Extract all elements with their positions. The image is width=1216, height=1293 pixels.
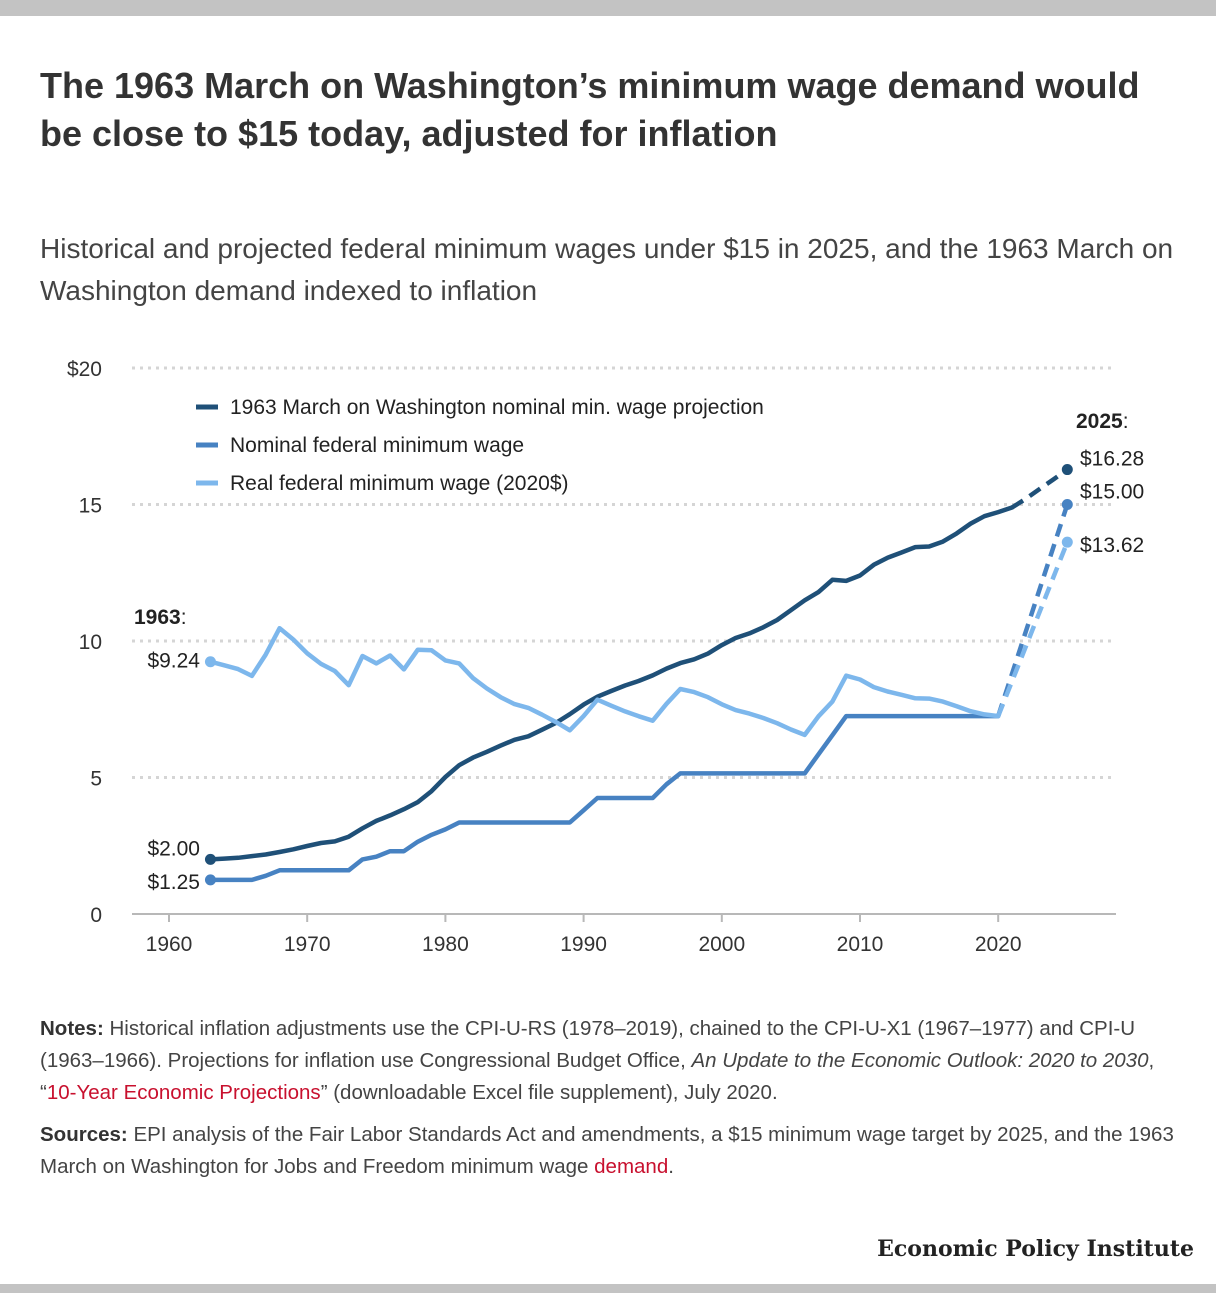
y-axis-ticks: 0 5 10 15 $20: [67, 358, 102, 927]
series-lines: [208, 467, 1070, 883]
y-tick-label: 10: [79, 631, 102, 654]
x-tick-label: 1990: [560, 933, 607, 956]
x-tick-label: 2010: [837, 933, 884, 956]
sources-paragraph: Sources: EPI analysis of the Fair Labor …: [40, 1119, 1180, 1183]
series-endpoints: [204, 464, 1073, 886]
bottom-border: [0, 1284, 1216, 1293]
notes-text-3: ” (downloadable Excel file supplement), …: [320, 1081, 778, 1104]
end-value-label: $15.00: [1080, 481, 1144, 504]
series-line-2: [208, 625, 1001, 738]
notes-block: Notes: Historical inflation adjustments …: [40, 1013, 1180, 1193]
y-tick-label: 0: [90, 904, 102, 927]
x-axis: 1960 1970 1980 1990 2000 2010 2020: [132, 913, 1116, 956]
end-point: [1061, 499, 1073, 510]
x-tick-label: 2000: [698, 933, 745, 956]
series-projection-1: [996, 503, 1070, 717]
start-point: [204, 853, 216, 865]
brand-logo: Economic Policy Institute: [877, 1236, 1194, 1262]
end-point: [1061, 464, 1073, 476]
chart-subtitle: Historical and projected federal minimum…: [40, 233, 1174, 306]
line-chart: 0 5 10 15 $20 1960 1970 1980 1990 2000 2010 2020 1…: [67, 358, 1144, 956]
notes-text-2: , “: [40, 1049, 1155, 1104]
chart-title: The 1963 March on Washington’s minimum w…: [40, 65, 1140, 154]
notes-italic-title: An Update to the Economic Outlook: 2020 …: [691, 1049, 1149, 1072]
legend: 1963 March on Washington nominal min. wa…: [196, 396, 764, 495]
x-tick-label: 1980: [422, 933, 469, 956]
start-value-label: $9.24: [147, 650, 200, 673]
sources-label: Sources:: [40, 1123, 128, 1146]
end-year-label: 2025:: [1076, 410, 1129, 433]
sources-link[interactable]: demand: [594, 1155, 669, 1178]
data-labels: 1963: 2025: $9.24 $2.00 $1.25 $16.28 $15.00 $13…: [134, 410, 1144, 894]
notes-link[interactable]: 10-Year Economic Projections: [46, 1081, 321, 1104]
series-line-1: [208, 713, 1001, 883]
start-value-label: $1.25: [147, 871, 200, 894]
notes-label: Notes:: [40, 1017, 104, 1040]
legend-label: Real federal minimum wage (2020$): [230, 472, 569, 495]
x-tick-label: 1960: [146, 933, 193, 956]
series-projection-2: [996, 541, 1070, 717]
end-value-label: $16.28: [1080, 448, 1144, 471]
top-border: [0, 0, 1216, 16]
legend-label: 1963 March on Washington nominal min. wa…: [230, 396, 764, 419]
series-projection-0: [1010, 467, 1069, 510]
series-line-0: [208, 505, 1015, 862]
end-value-label: $13.62: [1080, 534, 1144, 557]
start-year-label: 1963:: [134, 606, 187, 629]
start-point: [204, 656, 216, 668]
y-tick-label: 5: [90, 768, 102, 791]
start-value-label: $2.00: [147, 837, 200, 860]
y-tick-label: 15: [79, 495, 102, 518]
notes-text: Historical inflation adjustments use the…: [40, 1017, 1136, 1072]
y-tick-label: $20: [67, 358, 102, 381]
legend-label: Nominal federal minimum wage: [230, 434, 524, 457]
sources-end: .: [668, 1155, 674, 1178]
x-tick-label: 2020: [975, 933, 1022, 956]
notes-paragraph: Notes: Historical inflation adjustments …: [40, 1013, 1180, 1109]
end-point: [1061, 536, 1073, 548]
x-tick-label: 1970: [284, 933, 331, 956]
sources-text: EPI analysis of the Fair Labor Standards…: [40, 1123, 1174, 1178]
start-point: [204, 874, 216, 886]
